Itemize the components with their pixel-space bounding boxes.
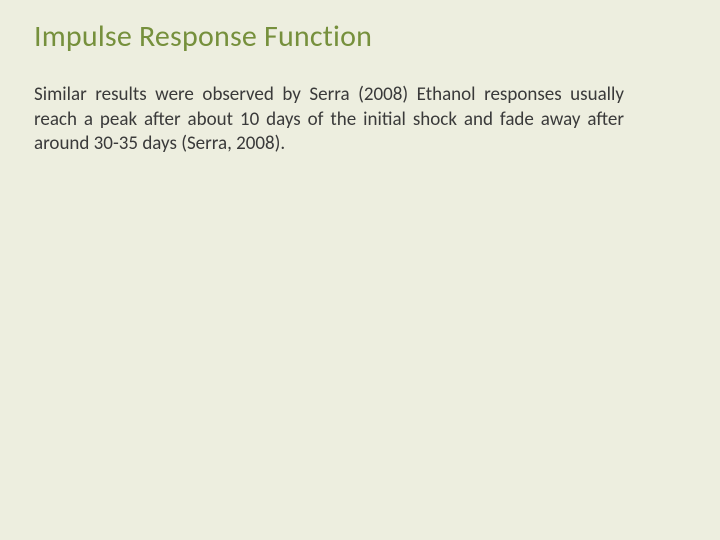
slide-title: Impulse Response Function	[34, 18, 686, 55]
slide-body-text: Similar results were observed by Serra (…	[34, 83, 624, 157]
slide-container: Impulse Response Function Similar result…	[0, 0, 720, 540]
